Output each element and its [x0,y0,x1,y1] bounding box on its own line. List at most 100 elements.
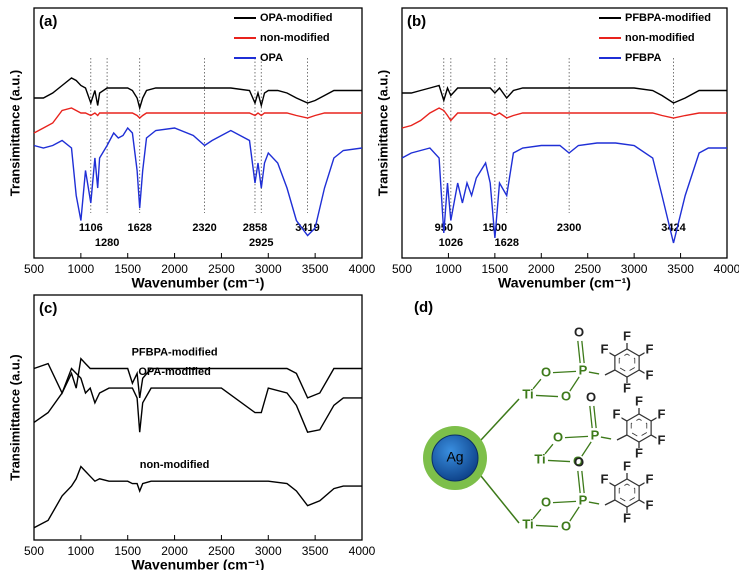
x-tick-label: 500 [24,262,44,276]
spectrum-line [402,84,727,104]
benzene-inner [618,353,636,373]
x-tick-label: 3500 [302,262,329,276]
x-tick-label: 3500 [667,262,694,276]
x-tick-label: 3000 [255,262,282,276]
bond [581,441,592,457]
bond [552,500,577,504]
spectrum-line [33,367,362,433]
bond [552,370,577,374]
benzene-inner [630,418,648,438]
peak-label: 2300 [557,222,581,234]
double-bond [581,340,585,364]
label-bg [634,448,644,460]
peak-label: 1280 [95,237,119,249]
atom-label: F [601,471,609,486]
plot-frame [33,7,363,259]
bond [569,376,580,392]
panel-label: (a) [39,13,57,30]
peak-label: 3424 [661,222,686,234]
x-tick-label: 500 [392,262,412,276]
bond [535,394,559,398]
atom-label: F [646,497,654,512]
series-label: PFBPA-modified [132,346,218,358]
x-tick-label: 500 [24,544,44,558]
y-axis-label: Transimittance (a.u.) [7,354,22,480]
panel-label: (b) [407,13,426,30]
double-bond [577,340,581,364]
legend-label: OPA-modified [260,12,333,24]
link-bond [480,398,520,441]
atom-label: P [591,427,600,442]
label-bg [622,331,632,343]
spectrum-line [401,107,727,129]
label-bg [622,513,632,525]
x-tick-label: 1500 [114,544,141,558]
atom-label: O [586,389,596,404]
atom-label: F [635,445,643,460]
atom-label: Ti [522,516,533,531]
double-bond [589,405,593,429]
label-bg [644,500,655,512]
series-label: OPA-modified [138,366,211,378]
atom-label: F [646,341,654,356]
atom-label: F [623,380,631,395]
spectrum-line [33,357,362,399]
bond [600,436,612,440]
benzene-ring [614,478,640,508]
atom-label: F [646,367,654,382]
x-tick-label: 3000 [621,262,648,276]
atom-label: O [573,453,583,468]
atom-label: O [541,494,551,509]
label-bg [611,409,622,421]
atom-label: O [574,454,584,469]
x-tick-label: 2500 [208,544,235,558]
x-tick-label: 2500 [574,262,601,276]
legend-label: PFBPA-modified [625,12,711,24]
spectrum-line [33,465,362,529]
bond [604,369,616,376]
benzene-ring [626,413,652,443]
link-bond [480,475,520,524]
atom-label: O [574,324,584,339]
label-bg [599,474,610,486]
label-bg [656,435,667,447]
x-axis-label: Wavenumber (cm⁻¹) [498,275,631,291]
x-tick-label: 1000 [435,262,462,276]
legend-label: non-modified [625,32,695,44]
atom-label: F [635,393,643,408]
label-bg [622,383,632,395]
plot-frame [33,294,363,541]
bond [588,371,600,375]
panel-label: (c) [39,300,57,317]
spectrum-line [33,126,363,237]
core [431,434,479,482]
x-tick-label: 2000 [528,262,555,276]
bond [569,506,580,522]
atom-label: F [623,510,631,525]
atom-label: F [623,458,631,473]
x-tick-label: 4000 [349,544,376,558]
x-tick-label: 2000 [161,262,188,276]
bond [564,435,589,439]
bond [535,524,559,528]
peak-label: 1628 [127,222,151,234]
y-axis-label: Transimittance (a.u.) [7,70,22,196]
legend-label: OPA [260,52,283,64]
legend-label: non-modified [260,32,330,44]
label-bg [656,409,667,421]
atom-label: P [579,492,588,507]
spectrum-line [33,107,362,134]
label-bg [644,344,655,356]
double-bond [577,470,581,494]
plot-frame [401,7,728,259]
atom-label: O [541,364,551,379]
peak-label: 2925 [249,237,273,249]
series-label: non-modified [140,459,210,471]
spectrum-line [401,142,727,244]
x-tick-label: 1500 [482,262,509,276]
atom-label: F [613,406,621,421]
atom-label: F [658,406,666,421]
peak-label: 1026 [439,237,463,249]
x-axis-label: Wavenumber (cm⁻¹) [132,275,265,291]
bond [588,501,600,505]
